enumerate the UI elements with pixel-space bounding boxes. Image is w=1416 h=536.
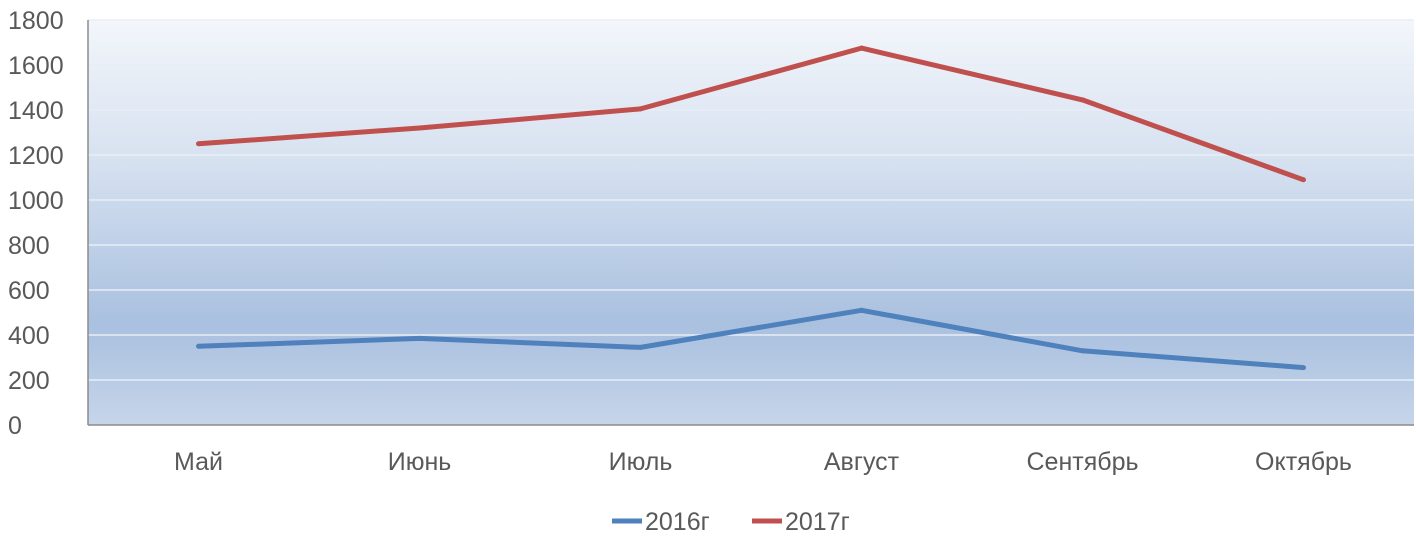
axes	[87, 20, 1414, 426]
legend: 2016г 2017г	[612, 508, 850, 536]
x-tick-label: Май	[174, 448, 223, 476]
data-point	[638, 344, 643, 350]
data-point	[859, 45, 864, 51]
data-point	[1080, 348, 1085, 354]
legend-item: 2017г	[752, 508, 850, 536]
y-tick-label: 600	[8, 277, 50, 305]
y-tick-label: 1400	[8, 97, 64, 125]
legend-label: 2017г	[785, 508, 850, 536]
x-tick-label: Октябрь	[1255, 448, 1352, 476]
y-tick-label: 200	[8, 367, 50, 395]
series-1	[196, 307, 1306, 371]
y-tick-label: 1600	[8, 52, 64, 80]
y-tick-label: 1000	[8, 187, 64, 215]
x-tick-label: Август	[824, 448, 900, 476]
data-point	[859, 307, 864, 313]
y-tick-label: 0	[8, 412, 22, 440]
series-line	[198, 45, 1305, 183]
data-point	[417, 125, 422, 131]
x-tick-label: Июнь	[388, 448, 452, 476]
x-axis-ticks: Май Июнь Июль Август Сентябрь Октябрь	[174, 448, 1352, 476]
series-lines	[196, 45, 1306, 371]
gridlines	[88, 19, 1414, 381]
data-point	[638, 106, 643, 112]
legend-item: 2016г	[612, 508, 710, 536]
series-line	[198, 307, 1304, 371]
x-tick-label: Июль	[609, 448, 673, 476]
y-axis-ticks: 0 200 400 600 800 1000 1200 1400 1600 1800	[8, 7, 64, 440]
y-tick-label: 1200	[8, 142, 64, 170]
x-tick-label: Сентябрь	[1027, 448, 1139, 476]
data-point	[1301, 177, 1306, 183]
data-point	[1301, 365, 1306, 371]
y-tick-label: 400	[8, 322, 50, 350]
series-2	[196, 45, 1306, 183]
data-point	[196, 343, 201, 349]
data-point	[417, 335, 422, 341]
data-point	[1080, 97, 1085, 103]
legend-label: 2016г	[645, 508, 710, 536]
data-point	[196, 141, 201, 147]
y-tick-label: 800	[8, 232, 50, 260]
y-tick-label: 1800	[8, 7, 64, 35]
